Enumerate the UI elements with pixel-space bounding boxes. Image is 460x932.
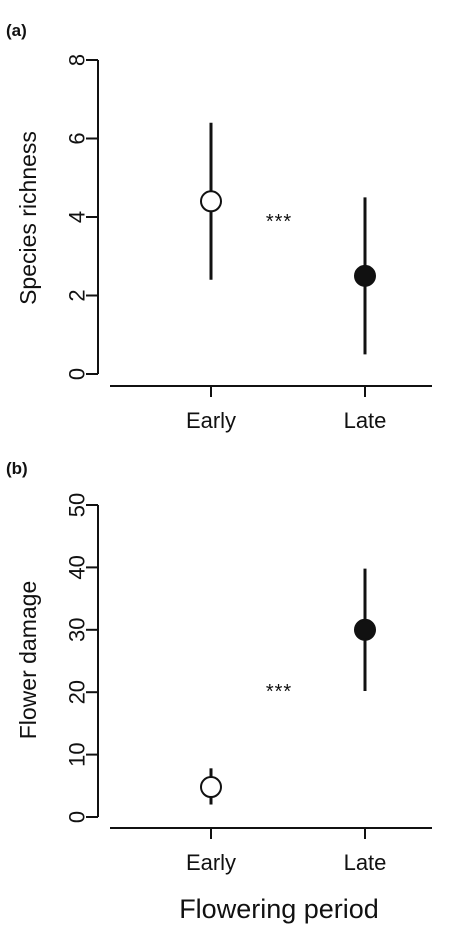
data-point	[354, 618, 376, 641]
panel-a-marks	[200, 122, 376, 355]
y-tick-label: 0	[65, 811, 90, 823]
y-tick-label: 50	[65, 493, 90, 517]
data-point	[354, 264, 376, 287]
y-tick-label: 10	[65, 742, 90, 766]
panel-b-marks	[200, 568, 376, 805]
x-tick-label: Late	[344, 850, 387, 875]
panel-b-ylabel: Flower damage	[15, 581, 41, 740]
y-tick-label: 6	[65, 132, 90, 144]
x-tick-label: Early	[186, 850, 236, 875]
y-tick-label: 2	[65, 289, 90, 301]
y-tick-label: 30	[65, 618, 90, 642]
panel-b-label: (b)	[6, 459, 28, 478]
panel-b-axes: 0 10 20 30 40 50 Early Late	[65, 493, 432, 875]
data-point	[200, 776, 222, 799]
x-tick-label: Late	[344, 408, 387, 433]
y-tick-label: 40	[65, 555, 90, 579]
y-tick-label: 0	[65, 368, 90, 380]
y-tick-label: 20	[65, 680, 90, 704]
panel-a-ylabel: Species richness	[15, 131, 41, 305]
y-tick-label: 8	[65, 54, 90, 66]
panel-b: (b) Flower damage 0 10 20 30 40 50 Early Late *…	[6, 459, 432, 875]
panel-a-significance: ***	[266, 211, 292, 233]
panel-b-significance: ***	[266, 681, 292, 703]
x-tick-label: Early	[186, 408, 236, 433]
x-axis-title: Flowering period	[179, 894, 379, 924]
data-point	[200, 190, 222, 213]
panel-a: (a) Species richness 0 2 4 6 8 Early Late ***	[6, 21, 432, 433]
y-tick-label: 4	[65, 211, 90, 223]
panel-a-label: (a)	[6, 21, 27, 40]
panel-a-axes: 0 2 4 6 8 Early Late	[65, 54, 432, 433]
